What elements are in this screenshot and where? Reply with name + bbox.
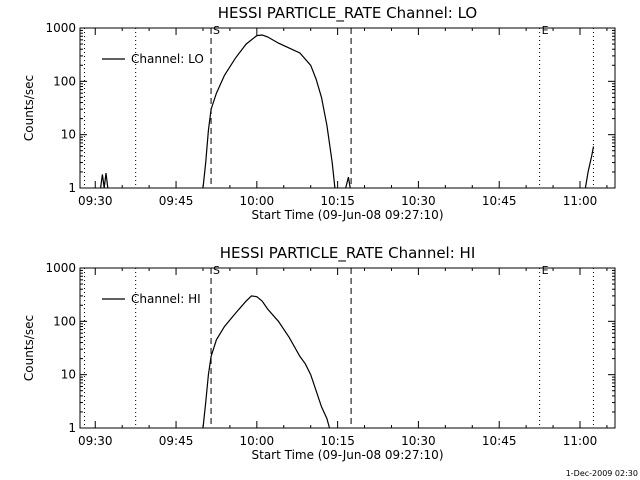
x-tick-label: 10:00	[240, 434, 275, 448]
x-tick-label: 09:45	[159, 434, 194, 448]
series-line	[202, 34, 336, 189]
y-tick-label: 100	[53, 74, 76, 88]
plot-frame	[79, 267, 616, 429]
x-tick-label: 10:45	[482, 194, 517, 208]
chart-title: HESSI PARTICLE_RATE Channel: LO	[218, 4, 477, 23]
series-line	[584, 146, 595, 189]
y-tick-label: 10	[61, 128, 76, 142]
x-tick-label: 09:30	[78, 434, 113, 448]
x-tick-label: 10:30	[401, 194, 436, 208]
panel-lo: HESSI PARTICLE_RATE Channel: LOS E 09:30 09…	[22, 4, 616, 222]
legend-label: Channel: LO	[131, 52, 204, 66]
y-tick-label: 1	[68, 181, 76, 195]
marker-label-e: E	[542, 24, 549, 37]
x-tick-label: 09:45	[159, 194, 194, 208]
series-line	[345, 176, 351, 189]
legend-label: Channel: HI	[131, 292, 201, 306]
x-tick-label: 11:00	[563, 434, 598, 448]
marker-label-s: S	[213, 24, 220, 37]
timestamp: 1-Dec-2009 02:30	[566, 469, 638, 478]
chart-title: HESSI PARTICLE_RATE Channel: HI	[220, 244, 476, 263]
series-line	[100, 173, 109, 189]
x-tick-label: 10:15	[320, 434, 355, 448]
x-axis-label: Start Time (09-Jun-08 09:27:10)	[252, 208, 444, 222]
x-tick-label: 10:00	[240, 194, 275, 208]
panel-hi: HESSI PARTICLE_RATE Channel: HIS E 09:30 09…	[22, 244, 616, 462]
x-tick-label: 10:30	[401, 434, 436, 448]
y-axis-label: Counts/sec	[22, 315, 36, 381]
y-tick-label: 1000	[45, 261, 76, 275]
x-tick-label: 10:15	[320, 194, 355, 208]
x-tick-label: 10:45	[482, 434, 517, 448]
plot-frame	[79, 27, 616, 189]
y-tick-label: 10	[61, 368, 76, 382]
x-axis-label: Start Time (09-Jun-08 09:27:10)	[252, 448, 444, 462]
x-tick-label: 11:00	[563, 194, 598, 208]
marker-label-s: S	[213, 264, 220, 277]
y-tick-label: 1000	[45, 21, 76, 35]
series-line	[202, 295, 331, 429]
y-tick-label: 100	[53, 314, 76, 328]
y-axis-label: Counts/sec	[22, 75, 36, 141]
x-tick-label: 09:30	[78, 194, 113, 208]
marker-label-e: E	[542, 264, 549, 277]
y-tick-label: 1	[68, 421, 76, 435]
